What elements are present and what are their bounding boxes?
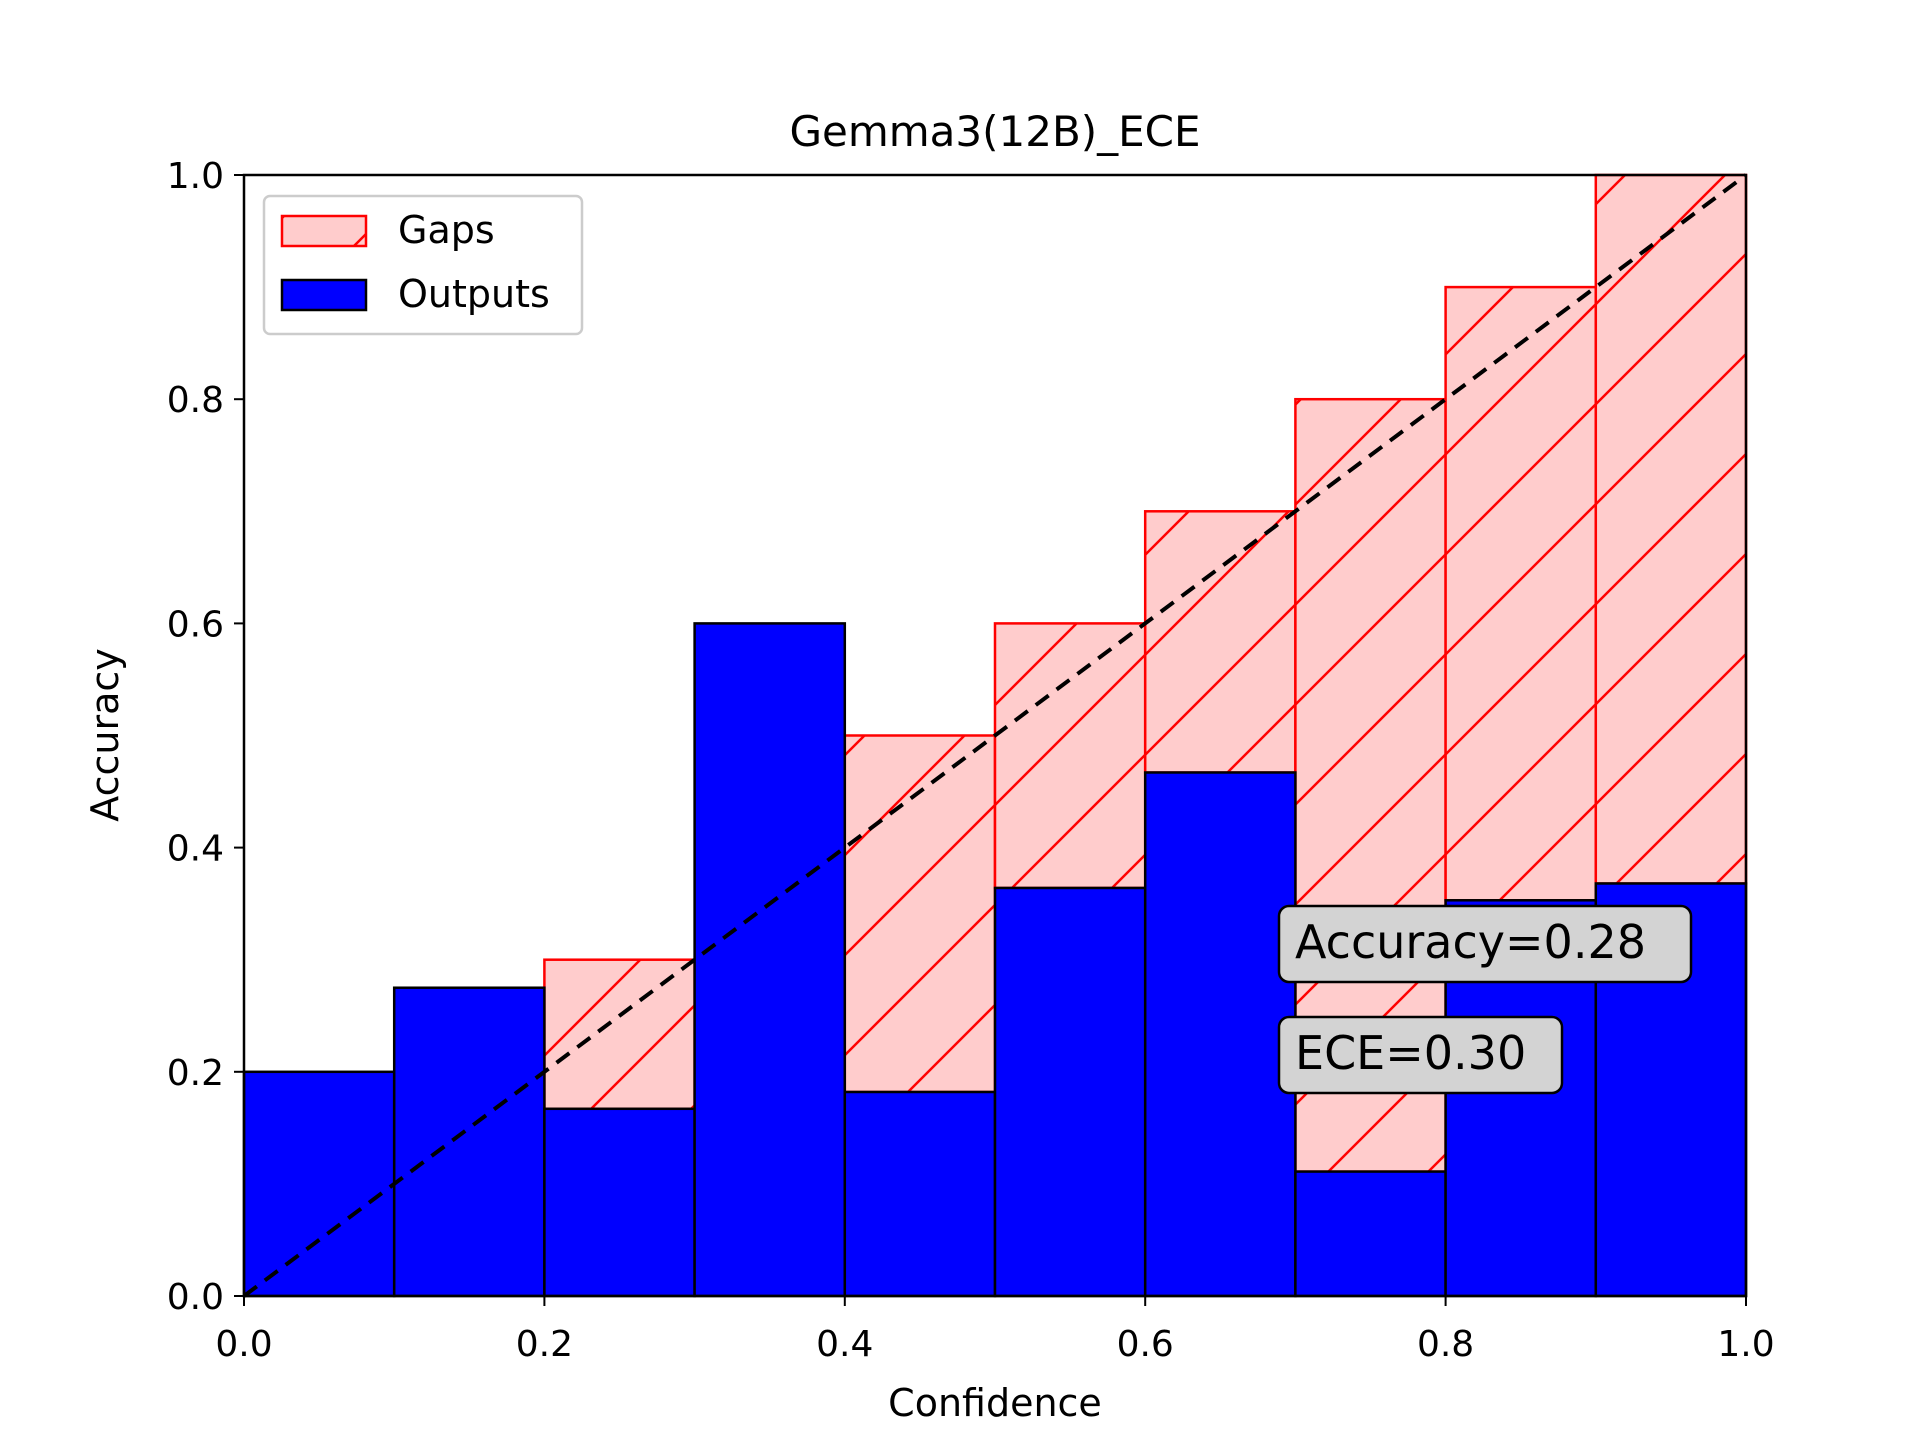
perfect-calibration-line <box>242 173 1748 1298</box>
x-tick-label: 0.6 <box>1117 1324 1174 1365</box>
gap-bar-hatch <box>1145 511 1296 773</box>
output-bar <box>693 622 847 1298</box>
gap-bar-hatch <box>544 959 695 1109</box>
x-axis-ticks: 0.0 0.2 0.4 0.6 0.8 1.0 <box>215 1296 1775 1365</box>
accuracy-annotation: Accuracy=0.28 <box>1277 904 1693 984</box>
y-tick-label: 0.2 <box>167 1053 224 1094</box>
gap-bar-hatch <box>1595 175 1746 884</box>
ece-annotation: ECE=0.30 <box>1277 1015 1564 1095</box>
legend-label-outputs: Outputs <box>398 272 550 316</box>
output-bar <box>543 1107 696 1298</box>
chart-title: Gemma3(12B)_ECE <box>789 107 1200 156</box>
y-tick-label: 0.4 <box>167 829 224 870</box>
y-axis-ticks: 0.0 0.2 0.4 0.6 0.8 1.0 <box>167 156 244 1318</box>
output-bar <box>993 886 1147 1298</box>
x-tick-label: 0.2 <box>516 1324 573 1365</box>
y-tick-label: 0.6 <box>167 604 224 645</box>
x-tick-label: 0.4 <box>816 1324 873 1365</box>
gap-bar-hatch <box>1445 287 1596 901</box>
gap-bar-hatch <box>844 735 995 1092</box>
output-bar <box>392 986 546 1298</box>
output-bars <box>242 622 1748 1298</box>
legend-swatch-gaps-hatch <box>282 216 366 246</box>
gap-bars <box>543 173 1748 1173</box>
gap-bar-hatch <box>995 623 1146 888</box>
legend-swatch-outputs <box>280 278 368 312</box>
ece-annotation-text: ECE=0.30 <box>1295 1026 1526 1080</box>
output-bar <box>242 1070 396 1298</box>
accuracy-annotation-text: Accuracy=0.28 <box>1295 915 1646 969</box>
output-bar <box>843 1090 997 1298</box>
y-tick-label: 0.0 <box>167 1277 224 1318</box>
y-tick-label: 0.8 <box>167 380 224 421</box>
legend-label-gaps: Gaps <box>398 208 495 252</box>
x-axis-label: Confidence <box>888 1381 1102 1425</box>
legend: Gaps Outputs <box>262 194 584 336</box>
ece-annotation-box <box>1277 1015 1564 1095</box>
x-tick-label: 0.0 <box>215 1324 272 1365</box>
output-bar <box>1294 1170 1447 1298</box>
y-tick-label: 1.0 <box>167 156 224 197</box>
x-tick-label: 1.0 <box>1717 1324 1774 1365</box>
x-tick-label: 0.8 <box>1417 1324 1474 1365</box>
y-axis-label: Accuracy <box>83 648 127 822</box>
plot-frame <box>242 173 1748 1298</box>
output-bar <box>1143 771 1297 1298</box>
accuracy-annotation-box <box>1277 904 1693 984</box>
